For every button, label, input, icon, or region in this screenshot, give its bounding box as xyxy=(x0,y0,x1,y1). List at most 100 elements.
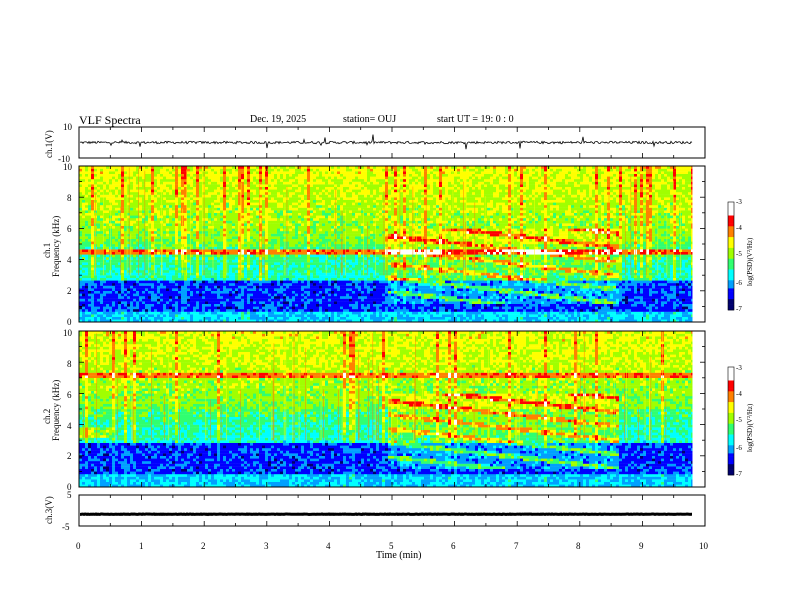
spectrogram-cell xyxy=(232,241,236,245)
spectrogram-cell xyxy=(205,306,209,310)
spectrogram-cell xyxy=(97,257,101,260)
spectrogram-cell xyxy=(217,309,221,312)
spectrogram-cell xyxy=(208,223,212,226)
spectrogram-cell xyxy=(244,189,248,193)
spectrogram-cell xyxy=(235,293,239,297)
spectrogram-cell xyxy=(304,298,308,302)
spectrogram-cell xyxy=(163,233,167,237)
spectrogram-cell xyxy=(220,236,224,239)
spectrogram-cell xyxy=(88,262,92,265)
spectrogram-cell xyxy=(235,176,239,180)
spectrogram-cell xyxy=(205,215,209,219)
spectrogram-cell xyxy=(289,199,293,203)
spectrogram-cell xyxy=(142,272,146,276)
spectrogram-cell xyxy=(103,218,107,221)
spectrogram-cell xyxy=(88,290,92,294)
spectrogram-cell xyxy=(169,215,173,219)
spectrogram-cell xyxy=(124,197,128,200)
spectrogram-cell xyxy=(115,298,119,302)
spectrogram-cell xyxy=(199,280,203,284)
spectrogram-cell xyxy=(160,298,164,302)
spectrogram-cell xyxy=(157,194,161,198)
spectrogram-cell xyxy=(229,225,233,229)
spectrogram-cell xyxy=(154,246,158,250)
spectrogram-cell xyxy=(94,290,98,294)
spectrogram-cell xyxy=(169,197,173,200)
spectrogram-cell xyxy=(79,277,83,281)
spectrogram-cell xyxy=(151,223,155,226)
spectrogram-cell xyxy=(322,212,326,216)
spectrogram-cell xyxy=(298,181,302,185)
spectrogram-cell xyxy=(259,215,263,219)
spectrogram-cell xyxy=(85,184,89,187)
spectrogram-cell xyxy=(298,251,302,255)
spectrogram-cell xyxy=(190,254,194,258)
spectrogram-cell xyxy=(232,225,236,229)
spectrogram-cell xyxy=(229,251,233,255)
spectrogram-cell xyxy=(190,280,194,284)
spectrogram-cell xyxy=(133,184,137,187)
spectrogram-cell xyxy=(226,231,230,234)
spectrogram-cell xyxy=(82,267,86,271)
spectrogram-cell xyxy=(292,231,296,234)
spectrogram-cell xyxy=(313,257,317,260)
spectrogram-cell xyxy=(139,280,143,284)
spectrogram-cell xyxy=(226,285,230,289)
spectrogram-cell xyxy=(190,233,194,237)
spectrogram-cell xyxy=(244,241,248,245)
spectrogram-cell xyxy=(235,231,239,234)
spectrogram-cell xyxy=(148,272,152,276)
spectrogram-cell xyxy=(316,176,320,180)
spectrogram-cell xyxy=(169,272,173,276)
spectrogram-cell xyxy=(115,259,119,263)
spectrogram-cell xyxy=(265,236,269,239)
spectrogram-cell xyxy=(256,251,260,255)
spectrogram-cell xyxy=(127,168,131,172)
spectrogram-cell xyxy=(139,192,143,195)
spectrogram-cell xyxy=(238,202,242,206)
spectrogram-cell xyxy=(109,316,113,320)
spectrogram-cell xyxy=(229,173,233,177)
spectrogram-cell xyxy=(307,184,311,187)
spectrogram-cell xyxy=(184,244,188,247)
spectrogram-cell xyxy=(289,194,293,198)
spectrogram-cell xyxy=(199,186,203,190)
spectrogram-cell xyxy=(301,262,305,265)
spectrogram-cell xyxy=(244,218,248,221)
spectrogram-cell xyxy=(265,246,269,250)
spectrogram-cell xyxy=(112,288,116,291)
spectrogram-cell xyxy=(133,316,137,320)
spectrogram-cell xyxy=(274,171,278,174)
spectrogram-cell xyxy=(226,246,230,250)
spectrogram-cell xyxy=(133,218,137,221)
spectrogram-cell xyxy=(211,184,215,187)
spectrogram-cell xyxy=(310,251,314,255)
spectrogram-cell xyxy=(238,277,242,281)
spectrogram-cell xyxy=(148,303,152,307)
spectrogram-cell xyxy=(280,168,284,172)
spectrogram-cell xyxy=(166,311,170,315)
spectrogram-cell xyxy=(247,275,251,278)
spectrogram-cell xyxy=(82,275,86,278)
spectrogram-cell xyxy=(157,192,161,195)
spectrogram-cell xyxy=(175,244,179,247)
spectrogram-cell xyxy=(136,192,140,195)
spectrogram-cell xyxy=(250,303,254,307)
spectrogram-cell xyxy=(181,280,185,284)
spectrogram-cell xyxy=(292,270,296,273)
spectrogram-cell xyxy=(292,293,296,297)
spectrogram-cell xyxy=(85,285,89,289)
spectrogram-cell xyxy=(232,296,236,299)
spectrogram-cell xyxy=(220,233,224,237)
spectrogram-cell xyxy=(151,207,155,211)
spectrogram-cell xyxy=(169,228,173,232)
spectrogram-cell xyxy=(115,176,119,180)
spectrogram-cell xyxy=(172,296,176,299)
spectrogram-cell xyxy=(328,298,332,302)
spectrogram-cell xyxy=(259,246,263,250)
spectrogram-cell xyxy=(112,228,116,232)
spectrogram-cell xyxy=(325,168,329,172)
spectrogram-cell xyxy=(97,262,101,265)
spectrogram-cell xyxy=(196,272,200,276)
spectrogram-cell xyxy=(196,220,200,224)
